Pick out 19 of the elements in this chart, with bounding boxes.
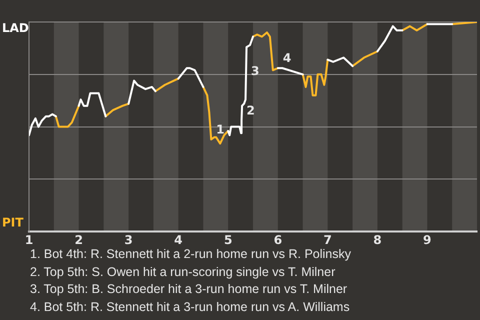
text: 4. Bot 5th: R. Stennett hit a 3-run home run vs A. Williams	[30, 298, 351, 316]
x-tick-label: 3	[124, 232, 133, 247]
x-tick-label: 5	[224, 232, 232, 247]
x-tick-label: 4	[174, 232, 183, 247]
x-tick-label: 7	[323, 232, 332, 247]
x-tick-label: 9	[423, 232, 432, 247]
x-tick-label: 8	[373, 232, 382, 247]
x-tick-label: 2	[74, 232, 83, 247]
text: 1. Bot 4th: R. Stennett hit a 2-run home run vs R. Polinsky	[30, 246, 351, 263]
x-tick-label: 1	[24, 232, 34, 247]
annotation: 3	[251, 64, 260, 78]
annotation: LAD	[2, 21, 29, 36]
text: 2. Top 5th: S. Owen hit a run-scoring single vs T. Milner	[30, 264, 336, 281]
annotation: 4	[282, 51, 292, 66]
text: PIT	[2, 216, 24, 230]
x-tick-label: 6	[274, 232, 282, 247]
annotation: 1	[216, 122, 225, 136]
annotation: 2	[246, 104, 255, 118]
text: 3. Top 5th: B. Schroeder hit a 3-run home run vs T. Milner	[30, 281, 348, 298]
